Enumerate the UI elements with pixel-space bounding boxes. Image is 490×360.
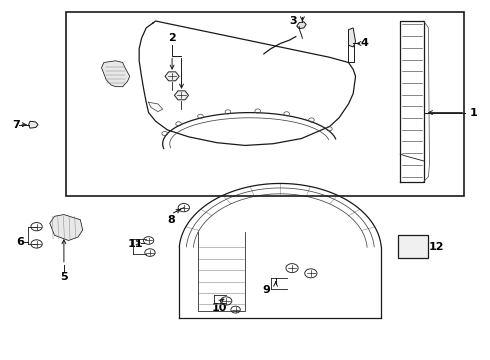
Bar [66, 12, 464, 195]
Polygon shape [165, 72, 179, 81]
Text: 7: 7 [12, 120, 20, 130]
Text: 1: 1 [470, 108, 478, 118]
Polygon shape [297, 22, 306, 29]
Text: 2: 2 [168, 33, 176, 44]
Text: 12: 12 [428, 242, 444, 252]
Text: 4: 4 [360, 39, 368, 49]
Polygon shape [28, 121, 38, 128]
Text: 9: 9 [262, 285, 270, 296]
Text: 11: 11 [127, 239, 143, 249]
Text: 6: 6 [16, 237, 24, 247]
Polygon shape [50, 215, 83, 240]
Bar [398, 235, 428, 258]
Text: 3: 3 [290, 16, 297, 26]
Text: 5: 5 [60, 271, 68, 282]
Polygon shape [101, 61, 130, 87]
Text: 10: 10 [212, 303, 227, 313]
Text: 8: 8 [168, 215, 175, 225]
Polygon shape [348, 28, 356, 47]
Polygon shape [174, 91, 189, 100]
